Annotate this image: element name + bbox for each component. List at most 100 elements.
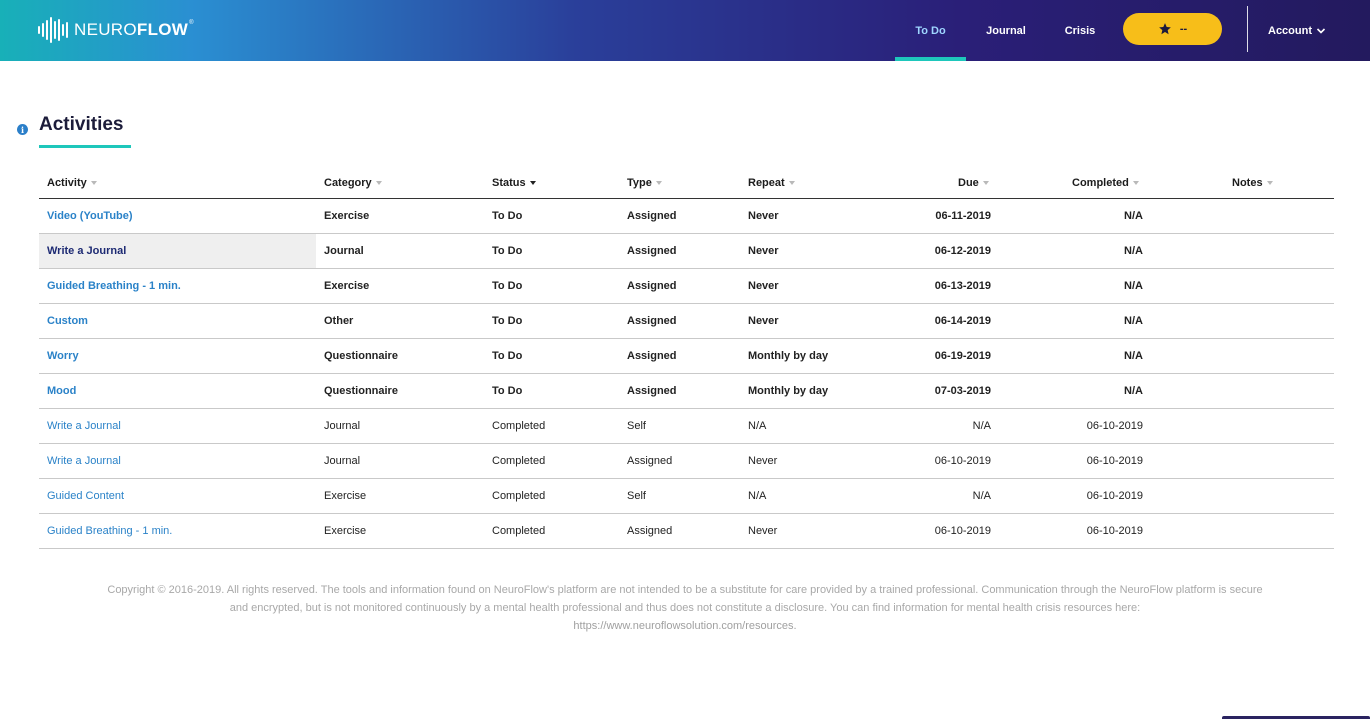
completed-cell: 06-10-2019 bbox=[1086, 490, 1143, 502]
repeat-cell: Never bbox=[748, 455, 778, 467]
due-cell: 06-19-2019 bbox=[934, 350, 991, 362]
bottom-right-tab-edge bbox=[1222, 716, 1370, 719]
repeat-cell: N/A bbox=[748, 490, 767, 502]
activity-link[interactable]: Video (YouTube) bbox=[47, 210, 133, 222]
due-cell: 06-10-2019 bbox=[934, 525, 991, 537]
table-row-hovered: Write a Journal Journal To Do Assigned N… bbox=[39, 234, 1334, 269]
completed-cell: N/A bbox=[1124, 385, 1143, 397]
nav-tab-crisis[interactable]: Crisis bbox=[1060, 0, 1100, 61]
column-header-activity[interactable]: Activity bbox=[47, 168, 97, 198]
category-cell: Journal bbox=[324, 455, 361, 467]
column-header-notes[interactable]: Notes bbox=[1232, 168, 1273, 198]
status-cell: To Do bbox=[492, 385, 523, 397]
completed-cell: N/A bbox=[1124, 350, 1143, 362]
column-header-label: Category bbox=[324, 177, 372, 189]
neuroflow-logo[interactable]: NEUROFLOW® bbox=[38, 16, 194, 44]
table-row: Custom Other To Do Assigned Never 06-14-… bbox=[39, 304, 1334, 339]
due-cell: 06-14-2019 bbox=[934, 315, 991, 327]
type-cell: Assigned bbox=[627, 315, 677, 327]
active-tab-indicator bbox=[895, 57, 966, 61]
chevron-down-icon bbox=[1316, 27, 1326, 34]
category-cell: Questionnaire bbox=[324, 385, 398, 397]
sort-caret-active-icon bbox=[529, 181, 536, 185]
status-cell: Completed bbox=[492, 525, 546, 537]
crisis-resources-link[interactable]: https://www.neuroflowsolution.com/resour… bbox=[573, 620, 797, 632]
nav-tab-journal-label: Journal bbox=[986, 24, 1026, 37]
due-cell: N/A bbox=[972, 420, 991, 432]
due-cell: 06-11-2019 bbox=[935, 210, 991, 222]
column-header-label: Notes bbox=[1232, 177, 1263, 189]
completed-cell: N/A bbox=[1124, 210, 1143, 222]
category-cell: Exercise bbox=[324, 490, 367, 502]
type-cell: Assigned bbox=[627, 350, 677, 362]
status-cell: To Do bbox=[492, 350, 523, 362]
activity-link[interactable]: Write a Journal bbox=[47, 455, 121, 467]
column-header-label: Status bbox=[492, 177, 526, 189]
status-cell: To Do bbox=[492, 210, 523, 222]
due-cell: 06-12-2019 bbox=[934, 245, 991, 257]
category-cell: Exercise bbox=[324, 280, 370, 292]
sort-caret-icon bbox=[90, 181, 97, 185]
type-cell: Assigned bbox=[627, 455, 673, 467]
table-row: Write a Journal Journal Completed Self N… bbox=[39, 409, 1334, 444]
points-button[interactable]: -- bbox=[1123, 13, 1222, 45]
category-cell: Exercise bbox=[324, 525, 367, 537]
table-row: Write a Journal Journal Completed Assign… bbox=[39, 444, 1334, 479]
info-icon[interactable]: i bbox=[17, 124, 28, 135]
table-row: Guided Content Exercise Completed Self N… bbox=[39, 479, 1334, 514]
table-row: Video (YouTube) Exercise To Do Assigned … bbox=[39, 199, 1334, 234]
star-icon bbox=[1158, 23, 1171, 35]
table-row: Guided Breathing - 1 min. Exercise To Do… bbox=[39, 269, 1334, 304]
nav-tab-journal[interactable]: Journal bbox=[980, 0, 1032, 61]
completed-cell: N/A bbox=[1124, 280, 1143, 292]
activity-link[interactable]: Worry bbox=[47, 350, 79, 362]
repeat-cell: Never bbox=[748, 280, 779, 292]
activity-link[interactable]: Guided Breathing - 1 min. bbox=[47, 525, 173, 537]
repeat-cell: Never bbox=[748, 525, 778, 537]
type-cell: Assigned bbox=[627, 210, 677, 222]
title-underline bbox=[39, 145, 131, 148]
table-row: Mood Questionnaire To Do Assigned Monthl… bbox=[39, 374, 1334, 409]
activity-link[interactable]: Guided Breathing - 1 min. bbox=[47, 280, 181, 292]
column-header-type[interactable]: Type bbox=[627, 168, 662, 198]
column-header-label: Repeat bbox=[748, 177, 785, 189]
column-header-repeat[interactable]: Repeat bbox=[748, 168, 795, 198]
type-cell: Assigned bbox=[627, 385, 677, 397]
top-navigation-bar: NEUROFLOW® To Do Journal Crisis -- Accou… bbox=[0, 0, 1370, 61]
type-cell: Self bbox=[627, 490, 646, 502]
column-header-due[interactable]: Due bbox=[958, 168, 989, 198]
nav-tab-todo[interactable]: To Do bbox=[895, 0, 966, 61]
nav-divider bbox=[1247, 6, 1248, 52]
completed-cell: 06-10-2019 bbox=[1086, 525, 1143, 537]
sort-caret-icon bbox=[1266, 181, 1273, 185]
status-cell: To Do bbox=[492, 315, 523, 327]
activity-link[interactable]: Write a Journal bbox=[47, 420, 121, 432]
soundwave-logo-icon bbox=[38, 17, 68, 43]
due-cell: 06-13-2019 bbox=[934, 280, 991, 292]
footer-disclaimer: Copyright © 2016-2019. All rights reserv… bbox=[100, 581, 1270, 635]
column-header-category[interactable]: Category bbox=[324, 168, 382, 198]
account-menu[interactable]: Account bbox=[1268, 0, 1338, 61]
column-header-label: Completed bbox=[1072, 177, 1129, 189]
status-cell: Completed bbox=[492, 490, 546, 502]
activity-link[interactable]: Guided Content bbox=[47, 490, 125, 502]
column-header-status[interactable]: Status bbox=[492, 168, 536, 198]
sort-caret-icon bbox=[375, 181, 382, 185]
footer-text: Copyright © 2016-2019. All rights reserv… bbox=[107, 584, 1263, 614]
sort-caret-icon bbox=[655, 181, 662, 185]
sort-caret-icon bbox=[982, 181, 989, 185]
activity-link[interactable]: Custom bbox=[47, 315, 88, 327]
repeat-cell: Never bbox=[748, 315, 779, 327]
type-cell: Assigned bbox=[627, 525, 673, 537]
category-cell: Journal bbox=[324, 245, 364, 257]
status-cell: To Do bbox=[492, 245, 523, 257]
status-cell: Completed bbox=[492, 420, 546, 432]
activity-link[interactable]: Write a Journal bbox=[47, 245, 127, 257]
due-cell: 07-03-2019 bbox=[934, 385, 991, 397]
activity-link[interactable]: Mood bbox=[47, 385, 77, 397]
repeat-cell: Monthly by day bbox=[748, 385, 829, 397]
due-cell: 06-10-2019 bbox=[934, 455, 991, 467]
type-cell: Self bbox=[627, 420, 646, 432]
column-header-completed[interactable]: Completed bbox=[1072, 168, 1139, 198]
column-header-label: Due bbox=[958, 177, 979, 189]
